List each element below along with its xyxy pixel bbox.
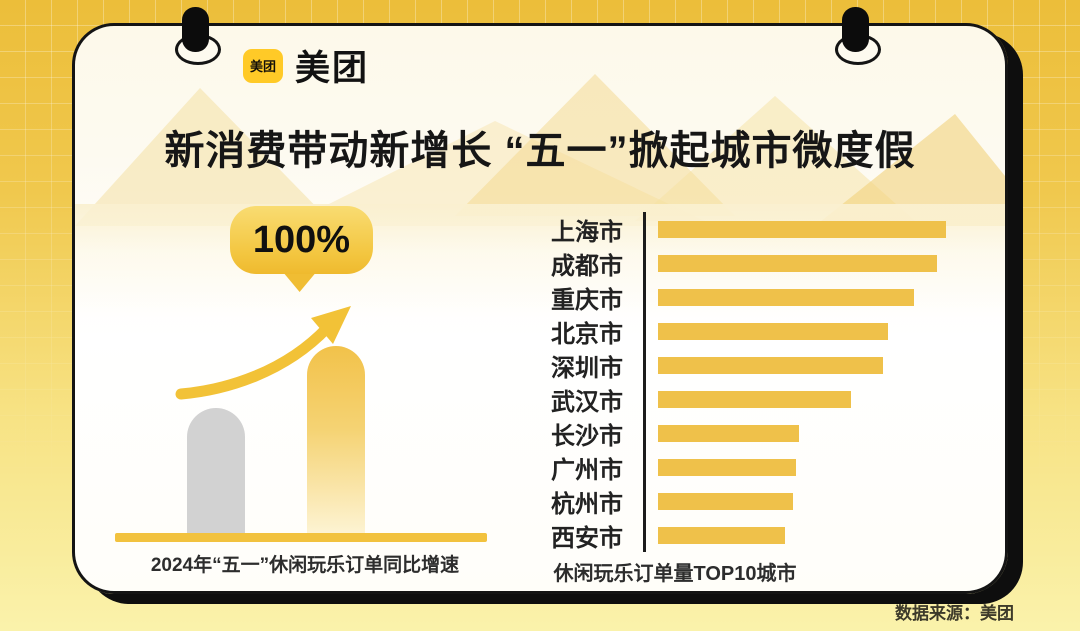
city-row: 长沙市 [75,416,1005,450]
bar-current [307,346,365,533]
city-label: 杭州市 [551,490,623,518]
logo-wordmark: 美团 [295,49,370,88]
growth-chart-caption: 2024年“五一”休闲玩乐订单同比增速 [150,555,460,576]
city-bar [658,526,785,544]
chart-baseline [115,533,487,542]
mountains-decoration [75,74,1005,226]
city-row: 北京市 [75,314,1005,348]
city-label: 重庆市 [551,286,623,314]
city-bar-rows: 上海市成都市重庆市北京市深圳市武汉市长沙市广州市杭州市西安市 [75,212,1005,552]
city-bar [658,322,889,340]
city-row: 西安市 [75,518,1005,552]
city-label: 武汉市 [551,388,623,416]
city-label: 上海市 [551,218,623,246]
logo-icon-text: 美团 [249,59,276,74]
pin-left-icon [182,7,209,52]
bar-previous [187,408,245,533]
city-bar [658,254,938,272]
city-bar [658,424,800,442]
city-bar [658,288,915,306]
city-row: 杭州市 [75,484,1005,518]
city-row: 成都市 [75,246,1005,280]
city-row: 武汉市 [75,382,1005,416]
poster-card: 美团 美团 新消费带动新增长 “五一”掀起城市微度假 100% 2024年“五一… [72,23,1008,594]
city-label: 广州市 [551,456,623,484]
city-label: 西安市 [551,524,623,552]
top10-chart-caption: 休闲玩乐订单量TOP10城市 [553,563,797,585]
pin-right-icon [842,7,869,52]
meituan-logo-icon: 美团 [243,48,283,83]
growth-percentage: 100% [252,218,351,261]
city-row: 广州市 [75,450,1005,484]
city-label: 长沙市 [551,422,623,450]
growth-arrow-icon [175,306,351,400]
bar-chart-axis [643,212,646,552]
page-title: 新消费带动新增长 “五一”掀起城市微度假 [164,129,916,173]
meituan-logo: 美团 美团 [243,40,369,91]
city-row: 上海市 [75,212,1005,246]
city-bar [658,356,883,374]
growth-callout-bubble: 100% [230,206,373,274]
city-row: 重庆市 [75,280,1005,314]
data-source-note: 数据来源：美团 [895,604,1014,623]
city-row: 深圳市 [75,348,1005,382]
city-label: 深圳市 [551,354,623,382]
city-label: 成都市 [551,252,623,280]
city-bar [658,458,797,476]
city-bar [658,220,946,238]
city-bar [658,390,851,408]
city-bar [658,492,794,510]
city-label: 北京市 [551,320,623,348]
